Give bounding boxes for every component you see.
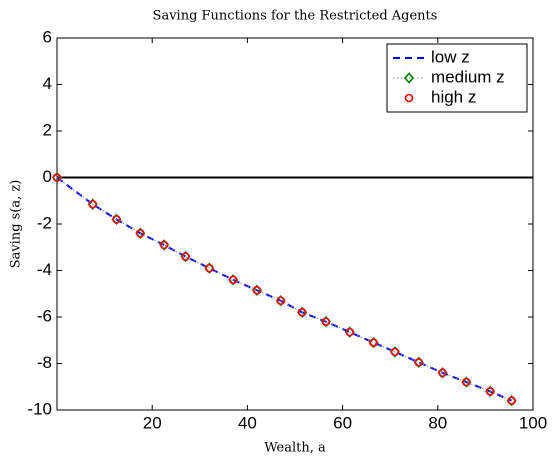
y-tick-label: -2 (37, 213, 52, 232)
y-tick-label: 6 (43, 27, 52, 46)
x-axis-label: Wealth, a (264, 441, 326, 456)
point (404, 93, 414, 103)
point (403, 72, 415, 84)
point (507, 396, 516, 406)
x-tick-label: 60 (333, 413, 352, 432)
point (321, 317, 331, 326)
point (390, 347, 400, 357)
x-tick-label: 100 (519, 413, 547, 432)
legend-label: high z (431, 87, 476, 106)
point (181, 252, 190, 261)
x-tick-label: 80 (428, 413, 447, 432)
y-tick-label: -4 (37, 260, 52, 279)
point (252, 285, 262, 295)
legend-label: medium z (431, 67, 505, 86)
y-tick-label: -6 (37, 306, 52, 325)
point (228, 275, 238, 285)
point (345, 327, 355, 337)
y-tick-label: 2 (43, 120, 52, 139)
x-tick-label: 20 (143, 413, 162, 432)
point (136, 229, 145, 238)
point (369, 338, 378, 347)
point (159, 240, 169, 250)
series-line (56, 177, 512, 402)
point (297, 308, 307, 317)
chart-title: Saving Functions for the Restricted Agen… (153, 9, 438, 24)
y-tick-label: 0 (43, 167, 52, 186)
y-tick-label: -10 (27, 399, 52, 418)
point (485, 387, 495, 396)
y-axis-label: Saving s(a, z) (9, 180, 24, 269)
point (112, 215, 121, 224)
legend-label: low z (431, 47, 470, 66)
point (88, 199, 97, 209)
point (205, 263, 214, 273)
point (438, 368, 447, 378)
point (276, 296, 286, 306)
x-tick-label: 40 (238, 413, 257, 432)
y-tick-label: 4 (43, 74, 52, 93)
y-tick-label: -8 (37, 353, 52, 372)
point (414, 358, 424, 367)
point (462, 377, 471, 387)
point (52, 173, 62, 182)
